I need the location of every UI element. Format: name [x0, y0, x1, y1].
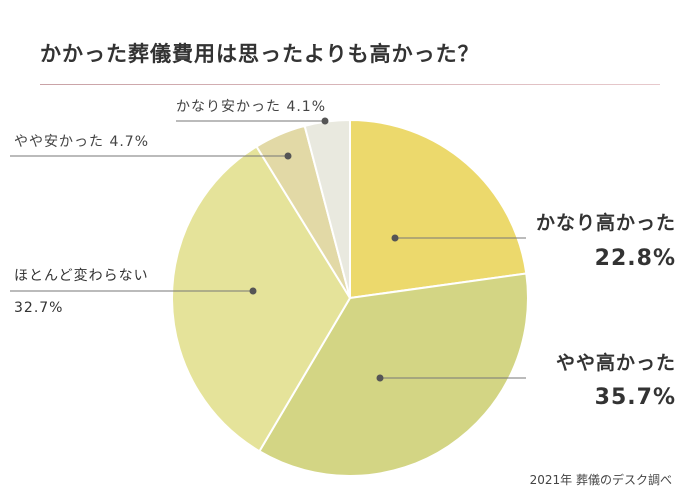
pie-slice-1 [349, 118, 528, 300]
slice-label-5: かなり安かった 4.1% [176, 99, 326, 115]
source-note: 2021年 葬儀のデスク調べ [529, 473, 672, 487]
leader-dot-4 [284, 152, 292, 160]
pie-slice-3 [171, 145, 352, 453]
leader-dot-3 [249, 287, 257, 295]
chart-title: かかった葬儀費用は思ったよりも高かった？ [40, 42, 480, 66]
slice-value-3: 32.7% [14, 300, 63, 316]
leader-dot-5 [321, 117, 329, 125]
leader-dot-1 [391, 234, 399, 242]
leader-dot-2 [376, 374, 384, 382]
title-underline [40, 84, 660, 85]
slice-value-2: 35.7% [595, 385, 676, 410]
slice-label-4: やや安かった 4.7% [14, 134, 149, 150]
slice-label-1: かなり高かった [536, 211, 676, 234]
slice-value-1: 22.8% [595, 246, 676, 271]
pie-slice-2 [258, 272, 529, 477]
slice-label-3: ほとんど変わらない [14, 267, 149, 284]
slice-label-2: やや高かった [556, 351, 676, 374]
